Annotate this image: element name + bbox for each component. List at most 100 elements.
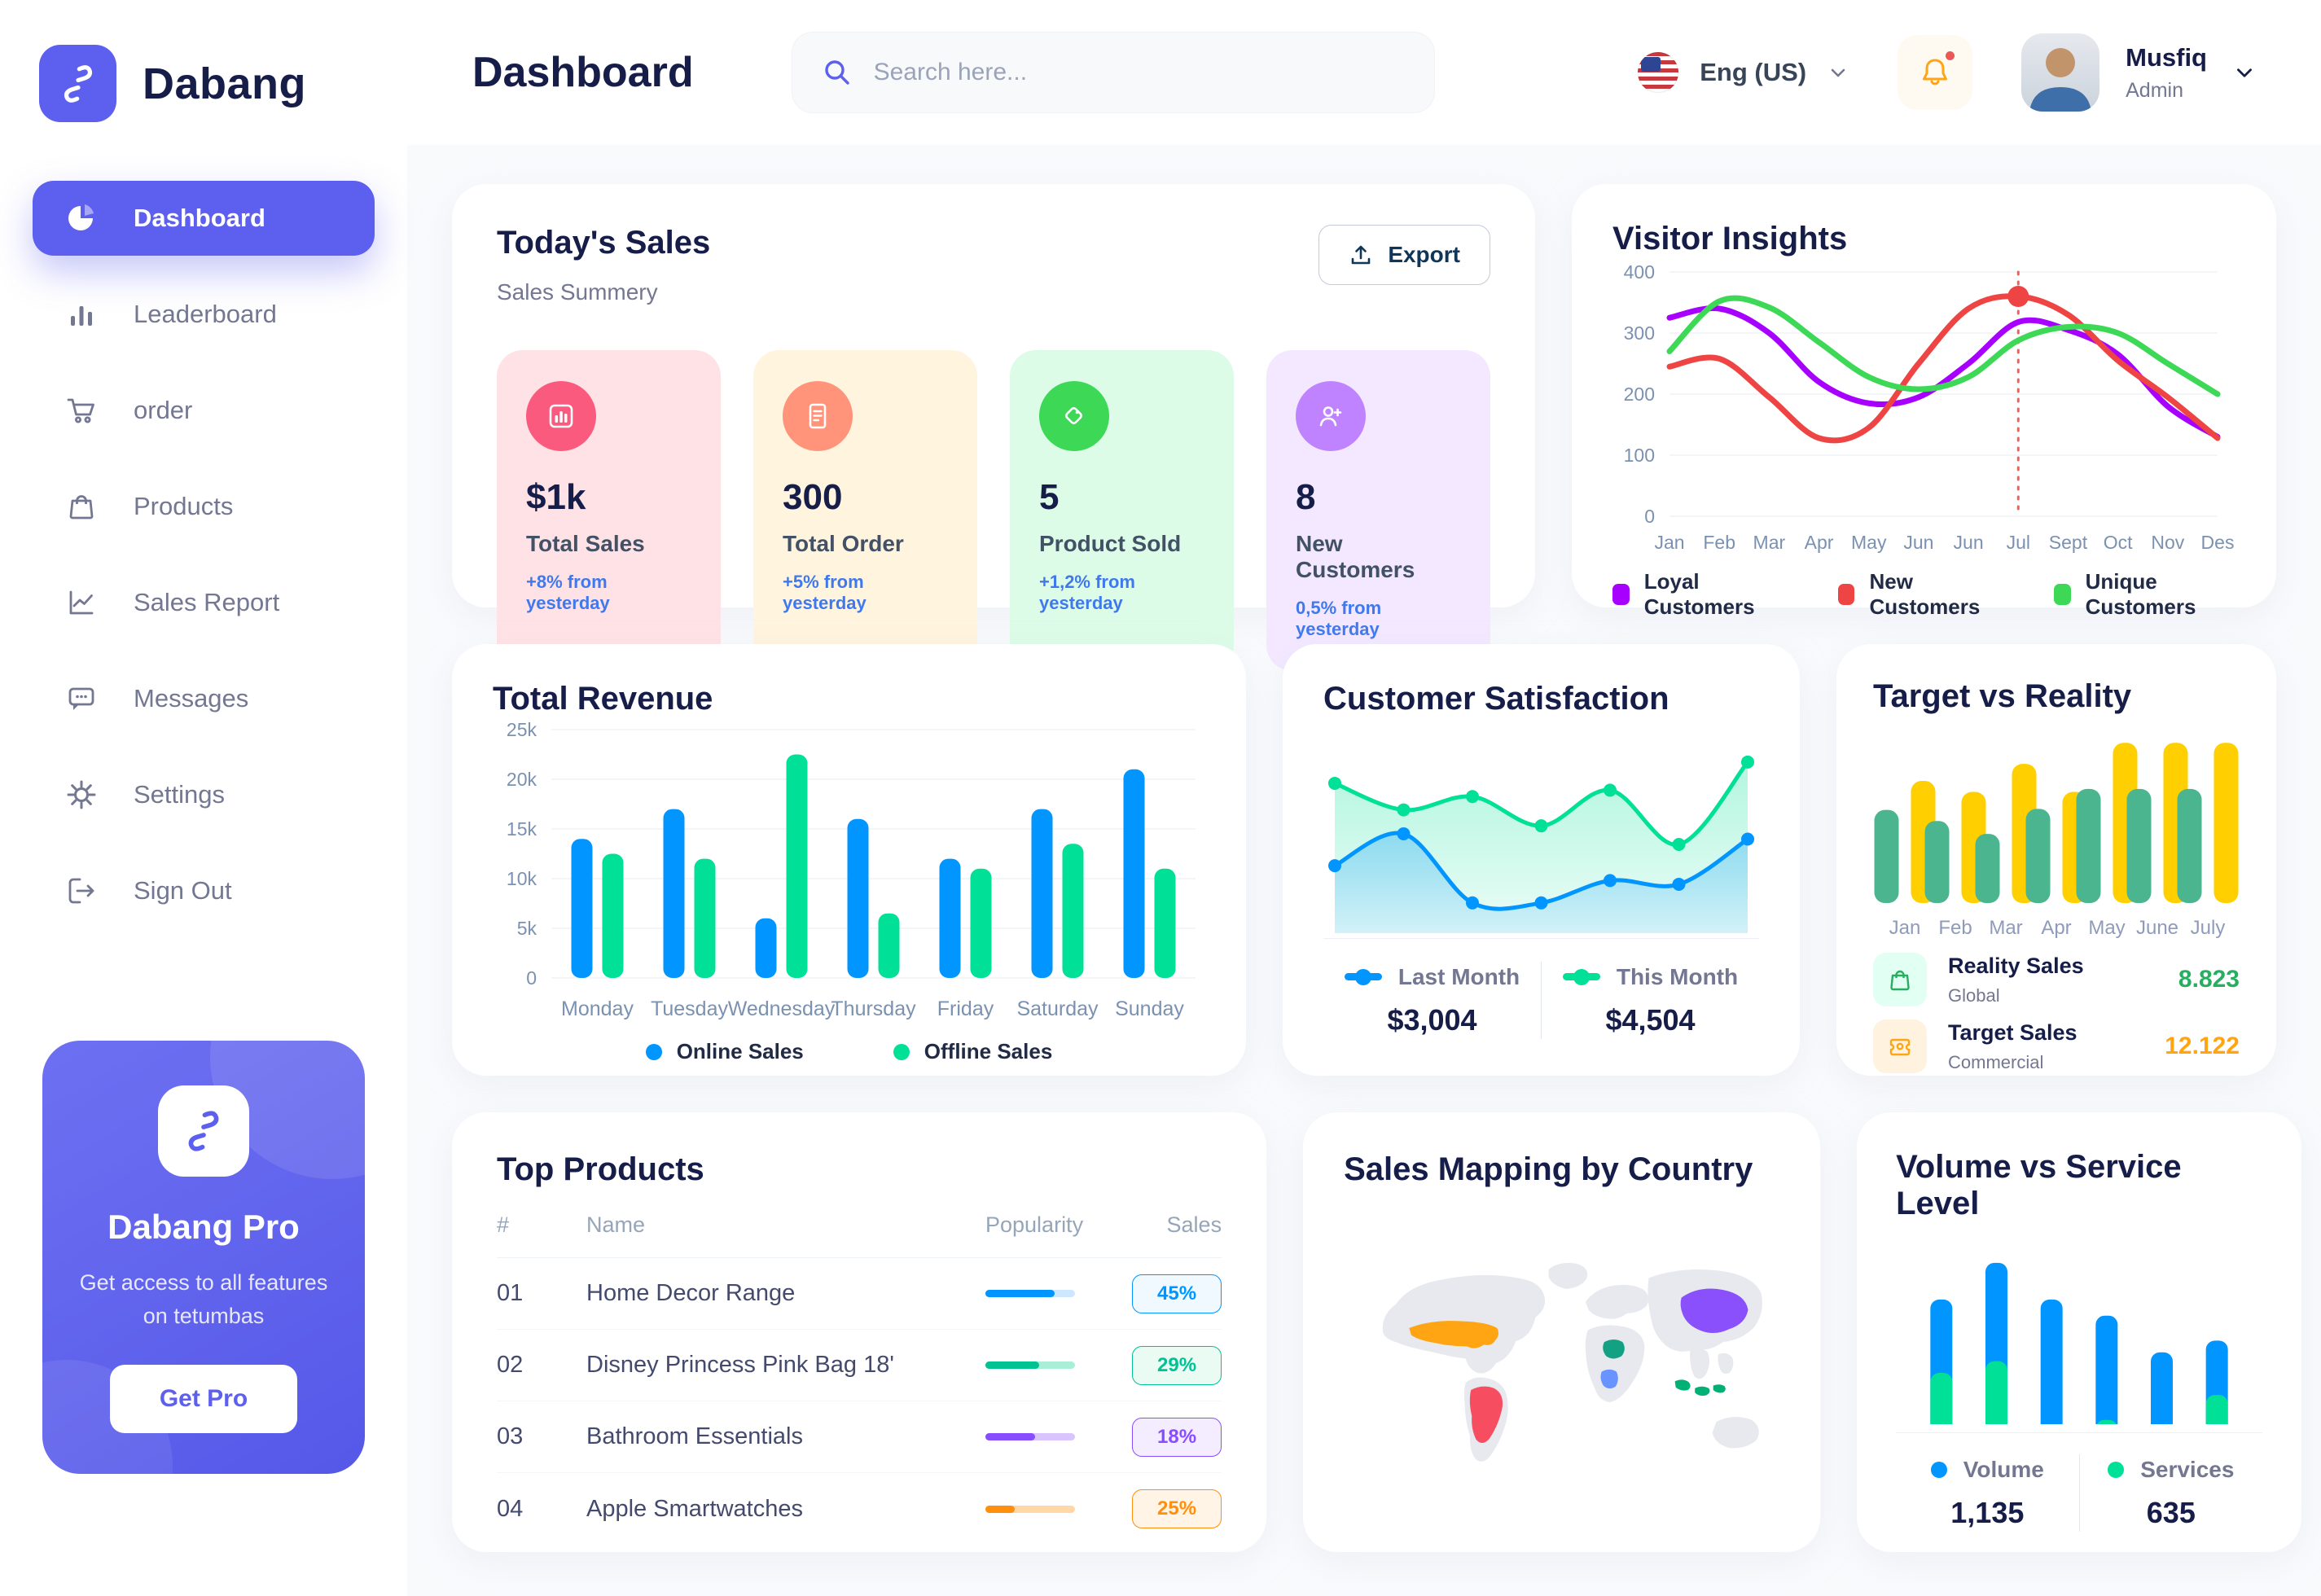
user-menu[interactable]: Musfiq Admin xyxy=(2021,33,2256,112)
legend-reality-sales: Reality Sales Global 8.823 xyxy=(1873,953,2240,1006)
volume-value: 1,135 xyxy=(1950,1495,2025,1529)
svg-text:Mar: Mar xyxy=(1753,532,1786,553)
svg-text:May: May xyxy=(2088,917,2125,939)
get-pro-button[interactable]: Get Pro xyxy=(110,1365,297,1433)
stat-value: 8 xyxy=(1296,477,1316,517)
sidebar-item-settings[interactable]: Settings xyxy=(33,757,375,832)
legend-entry: This Month xyxy=(1562,964,1738,990)
stat-value: $1k xyxy=(526,477,586,517)
pro-title: Dabang Pro xyxy=(107,1208,300,1246)
target-vs-reality-legend: Reality Sales Global 8.823 Target Sales xyxy=(1873,953,2240,1073)
legend-texts: Reality Sales Global xyxy=(1948,954,2084,1006)
shopping-bag-icon xyxy=(69,495,94,520)
brand-logo-icon xyxy=(39,45,116,122)
reality-sales-value: 8.823 xyxy=(2178,966,2240,993)
australia-shape xyxy=(1712,1416,1759,1449)
stat-value: 300 xyxy=(783,477,843,517)
legend-entry: Volume xyxy=(1930,1456,2044,1483)
export-button[interactable]: Export xyxy=(1318,225,1490,285)
svg-text:Feb: Feb xyxy=(1703,532,1735,553)
stats-row: $1k Total Sales +8% from yesterday 300 T… xyxy=(497,350,1490,671)
greenland-shape xyxy=(1548,1262,1588,1289)
last-month-value: $3,004 xyxy=(1387,1002,1477,1037)
export-label: Export xyxy=(1388,242,1460,267)
svg-text:Oct: Oct xyxy=(2104,532,2133,553)
country-china xyxy=(1680,1288,1748,1334)
bell-icon xyxy=(1923,59,1948,86)
svg-text:10k: 10k xyxy=(507,868,537,889)
svg-text:20k: 20k xyxy=(507,769,537,790)
popularity-bar xyxy=(985,1505,1076,1513)
popularity-bar xyxy=(985,1433,1076,1440)
language-selector[interactable]: Eng (US) xyxy=(1638,52,1849,93)
notification-badge xyxy=(1943,49,1958,63)
africa-shape xyxy=(1585,1325,1645,1402)
todays-sales-header: Today's Sales Sales Summery Export xyxy=(497,225,1490,305)
search-input[interactable] xyxy=(873,59,1405,86)
search-icon xyxy=(824,60,849,85)
target-vs-reality-card: Target vs Reality Jan Feb Mar Apr May June Jul… xyxy=(1836,644,2276,1076)
svg-text:Saturday: Saturday xyxy=(1016,998,1099,1020)
svg-text:400: 400 xyxy=(1624,261,1655,283)
country-indonesia xyxy=(1674,1379,1726,1396)
sidebar-item-leaderboard[interactable]: Leaderboard xyxy=(33,277,375,352)
visitor-insights-title: Visitor Insights xyxy=(1612,221,1848,256)
top-bar: Dashboard Eng (US) xyxy=(407,0,2321,145)
user-plus-icon xyxy=(1296,381,1366,451)
language-label: Eng (US) xyxy=(1700,58,1807,86)
sidebar-item-sales-report[interactable]: Sales Report xyxy=(33,565,375,640)
this-month-marker xyxy=(1562,973,1600,980)
svg-text:300: 300 xyxy=(1624,322,1655,344)
legend-label: Last Month xyxy=(1397,963,1520,989)
top-bar-right: Eng (US) Musfiq Admin xyxy=(1638,33,2256,112)
sidebar-item-dashboard[interactable]: Dashboard xyxy=(33,181,375,256)
pro-upsell-card: Dabang Pro Get access to all features on… xyxy=(42,1041,365,1474)
sign-out-icon xyxy=(68,878,94,904)
notifications-button[interactable] xyxy=(1898,35,1973,110)
customer-satisfaction-title: Customer Satisfaction xyxy=(1323,681,1669,717)
col-sales: Sales xyxy=(1166,1212,1222,1237)
shopping-cart-icon xyxy=(67,398,94,423)
pro-description: Get access to all features on tetumbas xyxy=(79,1270,328,1328)
sales-badge: 18% xyxy=(1132,1417,1222,1457)
sidebar-item-order[interactable]: order xyxy=(33,373,375,448)
svg-text:Wednesday: Wednesday xyxy=(728,998,836,1020)
message-icon xyxy=(68,687,94,710)
bar-chart-icon xyxy=(526,381,596,451)
sidebar-item-products[interactable]: Products xyxy=(33,469,375,544)
svg-text:Sept: Sept xyxy=(2049,532,2088,553)
todays-sales-titles: Today's Sales Sales Summery xyxy=(497,225,710,305)
sales-mapping-title: Sales Mapping by Country xyxy=(1344,1151,1753,1187)
services-value: 635 xyxy=(2146,1495,2196,1529)
table-row: 02 Disney Princess Pink Bag 18' 29% xyxy=(497,1330,1222,1401)
svg-text:Jun: Jun xyxy=(1954,532,1984,553)
sidebar-menu: Dashboard Leaderboard order Products Sal… xyxy=(33,181,375,928)
stat-new-customers: 8 New Customers 0,5% from yesterday xyxy=(1266,350,1490,671)
sidebar-item-messages[interactable]: Messages xyxy=(33,661,375,736)
total-revenue-card: Total Revenue 0 5k 10k 15k 20k 25k Monday Tuesd… xyxy=(452,644,1246,1076)
receipt-icon xyxy=(783,381,853,451)
legend-label: Volume xyxy=(1963,1456,2044,1482)
country-brazil xyxy=(1469,1386,1503,1444)
product-num: 02 xyxy=(497,1352,524,1378)
svg-text:July: July xyxy=(2191,917,2226,939)
pie-chart-icon xyxy=(68,204,94,230)
stat-label: Total Order xyxy=(783,531,904,556)
country-united-states xyxy=(1409,1321,1499,1348)
row-2: Total Revenue 0 5k 10k 15k 20k 25k Monday Tuesd… xyxy=(452,644,2276,1076)
divider xyxy=(1323,938,1759,939)
legend-unique-customers: Unique Customers xyxy=(2053,569,2235,620)
top-products-title: Top Products xyxy=(497,1151,704,1187)
stat-delta: +8% from yesterday xyxy=(526,572,610,613)
sidebar-item-sign-out[interactable]: Sign Out xyxy=(33,853,375,928)
svg-text:Des: Des xyxy=(2201,532,2235,553)
svg-text:Feb: Feb xyxy=(1938,917,1972,939)
user-avatar xyxy=(2021,33,2100,112)
svg-text:Monday: Monday xyxy=(561,998,634,1020)
sidebar-item-label: Sign Out xyxy=(134,876,232,905)
table-header: # Name Popularity Sales xyxy=(497,1212,1222,1258)
dabang-glyph-icon xyxy=(64,64,92,103)
legend-subtitle: Commercial xyxy=(1948,1051,2044,1072)
product-name: Home Decor Range xyxy=(586,1280,796,1306)
target-sales-value: 12.122 xyxy=(2165,1033,2240,1059)
